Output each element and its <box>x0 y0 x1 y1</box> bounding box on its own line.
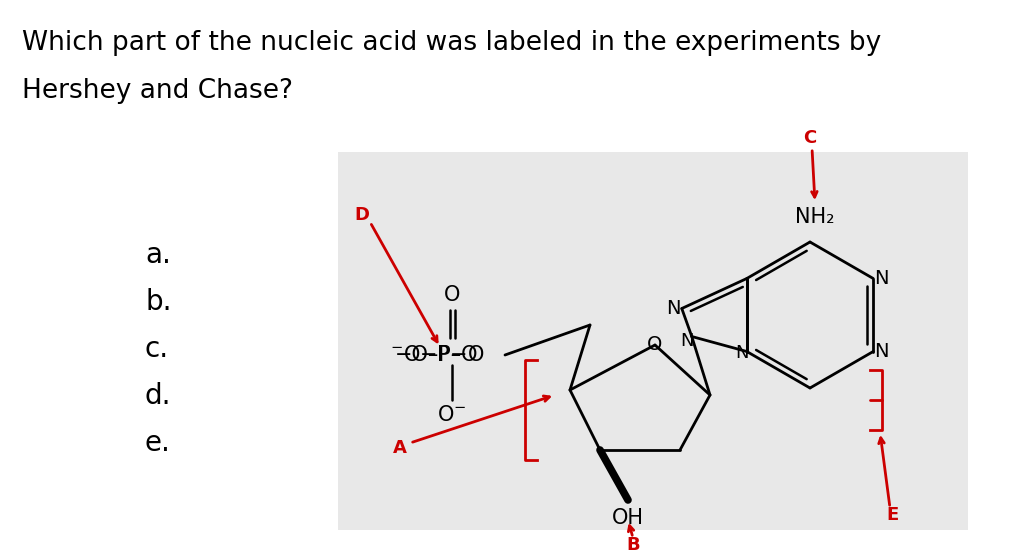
Text: C: C <box>804 129 816 147</box>
Text: a.: a. <box>145 241 171 269</box>
Text: $^{-}$O$-$P$-$O: $^{-}$O$-$P$-$O <box>390 345 484 365</box>
Text: N: N <box>873 269 889 288</box>
Text: E: E <box>887 506 899 524</box>
Text: N: N <box>680 333 693 351</box>
Text: Which part of the nucleic acid was labeled in the experiments by: Which part of the nucleic acid was label… <box>22 30 882 56</box>
Text: NH₂: NH₂ <box>796 207 835 227</box>
Text: e.: e. <box>145 429 171 457</box>
Text: B: B <box>627 536 640 554</box>
Text: Hershey and Chase?: Hershey and Chase? <box>22 78 293 104</box>
Text: N: N <box>735 344 749 362</box>
Text: O$^{-}$: O$^{-}$ <box>437 405 467 425</box>
Text: N: N <box>873 342 889 361</box>
Text: b.: b. <box>145 288 171 316</box>
Text: N: N <box>667 299 681 318</box>
Text: D: D <box>354 206 370 224</box>
Text: c.: c. <box>145 335 169 363</box>
Text: d.: d. <box>145 382 171 410</box>
Text: −O–P–O: −O–P–O <box>395 345 478 365</box>
Text: O: O <box>647 335 663 354</box>
Text: A: A <box>393 439 407 457</box>
Bar <box>338 152 968 530</box>
Text: O: O <box>443 285 460 305</box>
Text: OH: OH <box>612 508 644 528</box>
